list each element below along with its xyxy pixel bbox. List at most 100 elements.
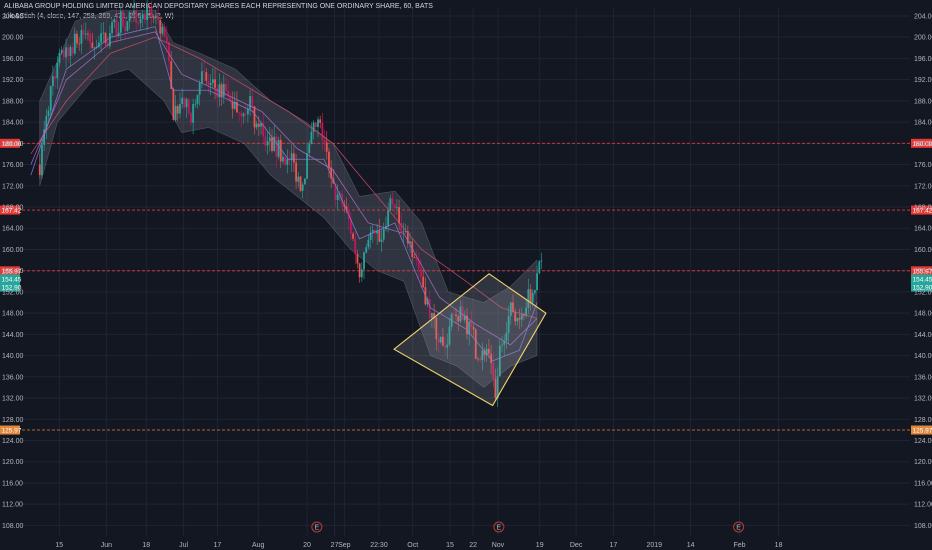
candle-body — [159, 20, 162, 34]
candle-body — [133, 10, 135, 13]
x-tick-label: 18 — [142, 542, 150, 549]
x-tick-label: Jul — [179, 542, 188, 549]
candle-body — [275, 136, 278, 157]
candle-body — [117, 32, 120, 36]
x-tick-label: 19 — [536, 542, 544, 549]
y-tick-label-left: 120.00 — [2, 459, 24, 466]
y-tick-label-left: 136.00 — [2, 374, 24, 381]
y-tick-label-right: 140.00 — [914, 353, 932, 360]
y-tick-label-left: 188.00 — [2, 98, 24, 105]
y-tick-label-left: 152.00 — [2, 289, 24, 296]
price-level-badge — [0, 205, 20, 215]
x-tick-label: 2019 — [646, 542, 662, 549]
pattern-drawing[interactable] — [393, 273, 547, 407]
candle-body — [148, 6, 151, 8]
candle-body — [527, 289, 530, 308]
y-tick-label-right: 172.00 — [914, 183, 932, 190]
candle-body — [389, 198, 392, 211]
candle-body — [387, 210, 390, 226]
price-axis-right[interactable]: 108.00 112.00 116.00 120.00 124.00 128.00 132.… — [914, 13, 932, 529]
candle-body — [349, 219, 352, 234]
candle-body — [415, 257, 418, 261]
candle-body — [369, 232, 372, 240]
candle-body — [198, 83, 201, 95]
candle-body — [441, 336, 444, 346]
candle-body — [301, 184, 304, 191]
candle-body — [176, 106, 179, 114]
y-tick-label-right: 124.00 — [914, 438, 932, 445]
y-tick-label-left: 192.00 — [2, 77, 24, 84]
price-axis-left[interactable]: 108.00 112.00 116.00 120.00 124.00 128.00 132.… — [2, 13, 24, 529]
x-tick-label: 20 — [303, 542, 311, 549]
candle-body — [192, 104, 195, 123]
candle-body — [385, 225, 387, 230]
y-tick-label-right: 188.00 — [914, 98, 932, 105]
candle-body — [279, 139, 282, 162]
candle-body — [58, 52, 61, 63]
y-tick-label-left: 156.00 — [2, 268, 24, 275]
candle-body — [236, 101, 238, 113]
y-tick-label-right: 196.00 — [914, 56, 932, 63]
candle-body — [367, 239, 370, 248]
candle-body — [214, 79, 216, 88]
candle-body — [172, 88, 175, 120]
y-tick-label-left: 148.00 — [2, 311, 24, 318]
candle-body — [501, 344, 503, 346]
candle-body — [538, 261, 541, 274]
candle-body — [398, 207, 400, 224]
candle-body — [122, 11, 124, 27]
price-level-badge — [911, 205, 932, 215]
candle-body — [273, 136, 276, 151]
candle-body — [65, 47, 67, 58]
y-tick-label-left: 168.00 — [2, 204, 24, 211]
earnings-marker-label: E — [497, 524, 502, 531]
candle-body — [54, 76, 56, 79]
candle-body — [157, 15, 159, 21]
time-axis[interactable]: 15 Jun 18 Jul 17 Aug 20 27 Sep 22:30 Oct 15 22 Nov 19 D… — [55, 542, 782, 549]
candle-body — [246, 109, 249, 115]
indicator-band — [39, 10, 538, 388]
candle-body — [163, 27, 166, 37]
candle-body — [225, 83, 227, 91]
y-tick-label-right: 200.00 — [914, 35, 932, 42]
candle-body — [529, 289, 532, 303]
candle-body — [358, 263, 361, 278]
y-tick-label-right: 144.00 — [914, 332, 932, 339]
candle-body — [413, 257, 416, 258]
candle-body — [319, 119, 322, 124]
price-level-badge-text: 180.00 — [2, 141, 22, 148]
y-tick-label-right: 156.00 — [914, 268, 932, 275]
candle-body — [314, 122, 317, 128]
y-tick-label-left: 164.00 — [2, 226, 24, 233]
candle-body — [100, 33, 103, 43]
candle-body — [56, 62, 59, 79]
horizontal-lines[interactable]: 180.00 180.00 167.42 167.42 155.97 155.97 125.… — [0, 138, 932, 435]
candle-body — [220, 84, 223, 97]
candle-body — [207, 80, 210, 86]
last-price-badge-text: 152.90 — [2, 285, 22, 292]
candle-body — [170, 61, 173, 89]
candle-body — [498, 345, 501, 377]
y-tick-label-left: 172.00 — [2, 183, 24, 190]
earnings-marker-label: E — [314, 524, 319, 531]
price-level-badge — [0, 266, 20, 276]
candle-body — [216, 87, 219, 98]
candle-body — [365, 247, 368, 253]
y-tick-label-left: 176.00 — [2, 162, 24, 169]
candle-body — [448, 326, 451, 345]
candle-body — [492, 363, 495, 380]
x-tick-label: 22:30 — [370, 542, 388, 549]
candle-body — [181, 97, 184, 105]
candle-body — [41, 144, 43, 176]
earnings-marker-label: E — [736, 524, 741, 531]
candle-body — [87, 33, 89, 35]
moving-average-line — [30, 36, 538, 319]
candle-body — [124, 26, 127, 31]
candle-body — [474, 329, 477, 359]
candle-body — [168, 41, 170, 62]
candle-body — [89, 33, 92, 43]
candle-body — [264, 136, 267, 146]
y-tick-label-right: 176.00 — [914, 162, 932, 169]
candle-body — [183, 97, 186, 108]
